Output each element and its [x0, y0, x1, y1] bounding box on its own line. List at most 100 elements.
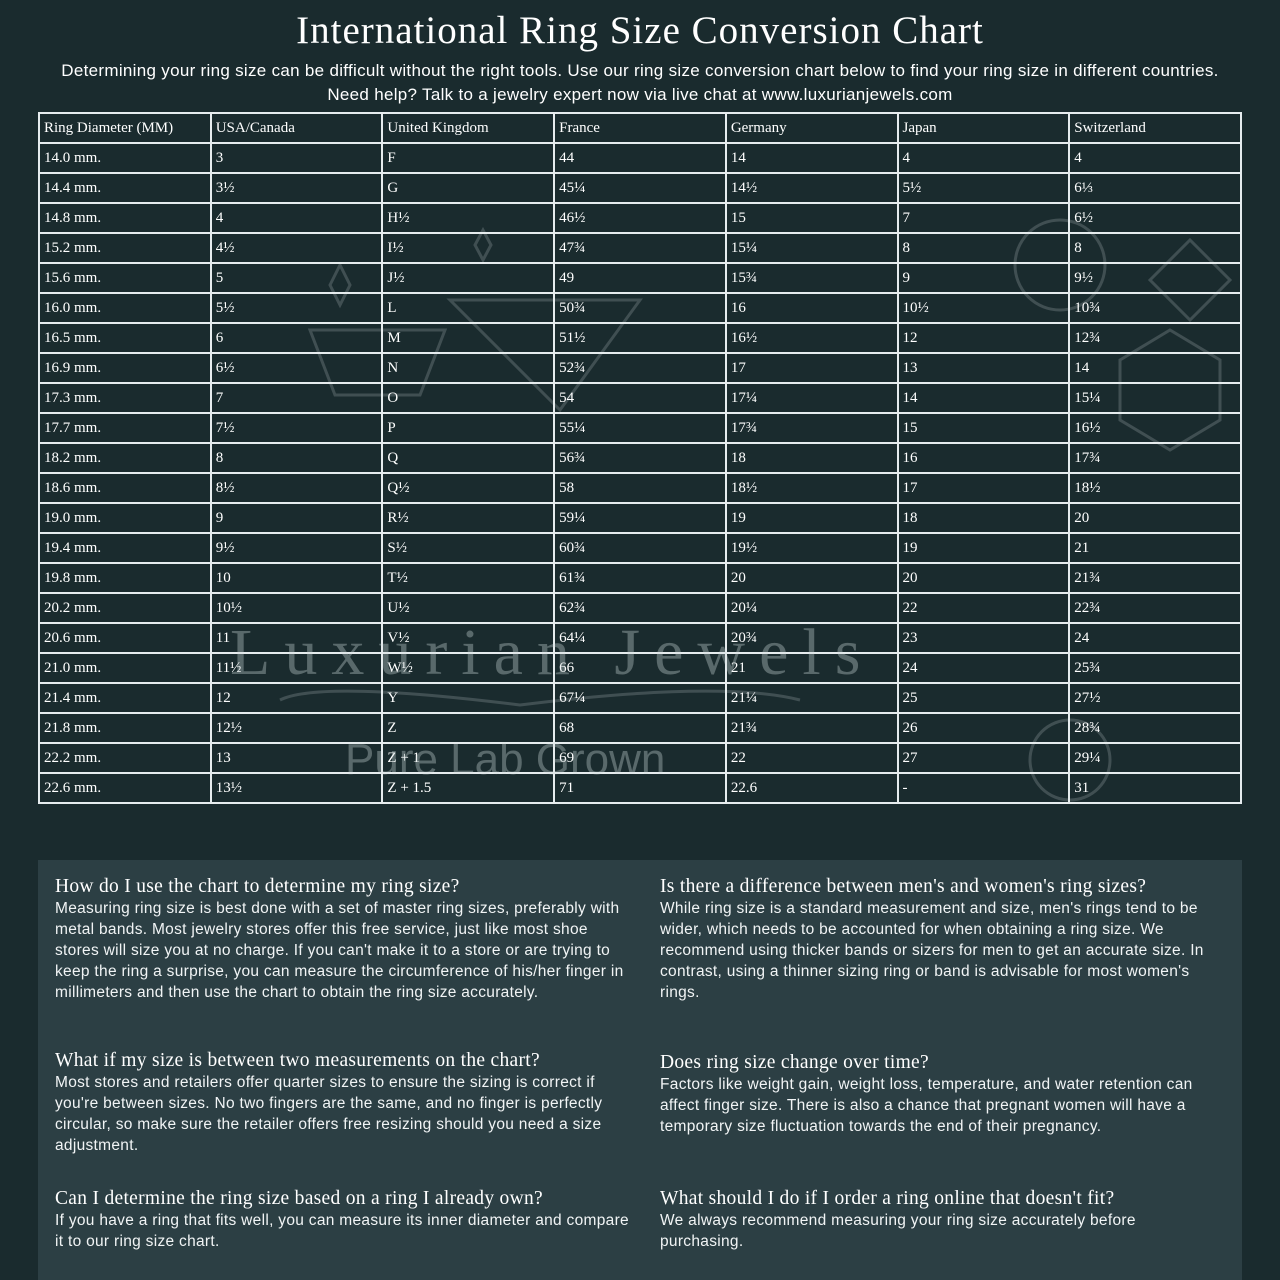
table-cell: M [381, 322, 556, 354]
title: International Ring Size Conversion Chart [296, 9, 984, 52]
table-cell: 9 [209, 502, 384, 534]
table-cell: 16½ [724, 322, 899, 354]
table-row: 18.2 mm. 8 Q 56¾ 18 16 17¾ [38, 442, 1242, 474]
table-cell: 15 [896, 412, 1071, 444]
column-header: Switzerland [1068, 112, 1242, 144]
table-cell: 20.6 mm. [38, 622, 212, 654]
table-cell: Y [381, 682, 556, 714]
table-cell: 10¾ [1068, 292, 1242, 324]
table-cell: 12¾ [1068, 322, 1242, 354]
table-cell: 18 [724, 442, 899, 474]
table-cell: 60¾ [553, 532, 727, 564]
table-cell: 11 [209, 622, 384, 654]
table-row: 14.0 mm. 3 F 44 14 4 4 [38, 142, 1242, 174]
table-cell: U½ [381, 592, 556, 624]
column-header: Ring Diameter (MM) [38, 112, 212, 144]
table-cell: 18½ [724, 472, 899, 504]
table-cell: 19 [724, 502, 899, 534]
table-cell: 62¾ [553, 592, 727, 624]
table-cell: 4½ [209, 232, 384, 264]
table-cell: 13 [209, 742, 384, 774]
table-cell: 14 [896, 382, 1071, 414]
table-row: 15.2 mm. 4½ I½ 47¾ 15¼ 8 8 [38, 232, 1242, 264]
table-cell: 12½ [209, 712, 384, 744]
table-cell: 24 [1068, 622, 1242, 654]
table-cell: 22.6 mm. [38, 772, 212, 804]
faq-item: What if my size is between two measureme… [55, 1050, 630, 1156]
table-cell: 24 [896, 652, 1071, 684]
faq-item: Does ring size change over time? Factors … [660, 1052, 1220, 1137]
table-cell: 17¾ [1068, 442, 1242, 474]
table-cell: 17.7 mm. [38, 412, 212, 444]
table-cell: 21¾ [1068, 562, 1242, 594]
table-cell: 18.6 mm. [38, 472, 212, 504]
size-table: Ring Diameter (MM) USA/Canada United Kingd… [38, 112, 1242, 804]
table-cell: 10½ [209, 592, 384, 624]
table-cell: 17¼ [724, 382, 899, 414]
table-cell: I½ [381, 232, 556, 264]
faq-question: How do I use the chart to determine my r… [55, 876, 460, 897]
table-cell: 9½ [1068, 262, 1242, 294]
table-row: 18.6 mm. 8½ Q½ 58 18½ 17 18½ [38, 472, 1242, 504]
table-row: 17.7 mm. 7½ P 55¼ 17¾ 15 16½ [38, 412, 1242, 444]
table-cell: H½ [381, 202, 556, 234]
table-cell: 3 [209, 142, 384, 174]
table-cell: 14 [724, 142, 899, 174]
column-header: Germany [724, 112, 899, 144]
table-cell: 20¼ [724, 592, 899, 624]
table-cell: 10½ [896, 292, 1071, 324]
table-cell: 49 [553, 262, 727, 294]
table-cell: 5½ [896, 172, 1071, 204]
table-cell: 25 [896, 682, 1071, 714]
table-cell: 15¼ [724, 232, 899, 264]
table-cell: Z + 1.5 [381, 772, 556, 804]
table-cell: 66 [553, 652, 727, 684]
table-cell: 64¼ [553, 622, 727, 654]
table-row: 15.6 mm. 5 J½ 49 15¾ 9 9½ [38, 262, 1242, 294]
table-cell: 14 [1068, 352, 1242, 384]
table-cell: 18.2 mm. [38, 442, 212, 474]
faq-answer: Factors like weight gain, weight loss, t… [660, 1076, 1193, 1135]
table-cell: 21.4 mm. [38, 682, 212, 714]
table-cell: 56¾ [553, 442, 727, 474]
table-cell: 71 [553, 772, 727, 804]
table-cell: 4 [1068, 142, 1242, 174]
table-cell: 17¾ [724, 412, 899, 444]
table-cell: 50¾ [553, 292, 727, 324]
table-cell: 8 [896, 232, 1071, 264]
table-cell: 21.0 mm. [38, 652, 212, 684]
table-cell: 8½ [209, 472, 384, 504]
table-cell: 5 [209, 262, 384, 294]
table-cell: V½ [381, 622, 556, 654]
table-cell: 6 [209, 322, 384, 354]
table-cell: R½ [381, 502, 556, 534]
table-cell: G [381, 172, 556, 204]
faq-question: Can I determine the ring size based on a… [55, 1188, 543, 1209]
table-cell: 28¾ [1068, 712, 1242, 744]
table-cell: 19½ [724, 532, 899, 564]
table-cell: 8 [1068, 232, 1242, 264]
table-cell: 21.8 mm. [38, 712, 212, 744]
table-cell: 22 [724, 742, 899, 774]
faq-item: Is there a difference between men's and … [660, 876, 1220, 1003]
table-cell: 4 [896, 142, 1071, 174]
table-cell: 13½ [209, 772, 384, 804]
faq-answer: Most stores and retailers offer quarter … [55, 1074, 603, 1154]
table-cell: 15.6 mm. [38, 262, 212, 294]
table-cell: 27 [896, 742, 1071, 774]
table-row: 16.5 mm. 6 M 51½ 16½ 12 12¾ [38, 322, 1242, 354]
table-cell: 18½ [1068, 472, 1242, 504]
table-row: 21.0 mm. 11½ W½ 66 21 24 25¾ [38, 652, 1242, 684]
faq-question: Is there a difference between men's and … [660, 876, 1147, 897]
table-cell: 5½ [209, 292, 384, 324]
faq-question: What should I do if I order a ring onlin… [660, 1188, 1115, 1209]
table-cell: 55¼ [553, 412, 727, 444]
table-cell: 59¼ [553, 502, 727, 534]
table-row: 22.6 mm. 13½ Z + 1.5 71 22.6-31 [38, 772, 1242, 804]
table-cell: 15¼ [1068, 382, 1242, 414]
table-cell: 61¾ [553, 562, 727, 594]
table-row: 14.8 mm. 4 H½ 46½ 15 7 6½ [38, 202, 1242, 234]
table-cell: 25¾ [1068, 652, 1242, 684]
table-cell: 14.4 mm. [38, 172, 212, 204]
table-row: 21.4 mm. 12 Y 67¼ 21¼ 25 27½ [38, 682, 1242, 714]
